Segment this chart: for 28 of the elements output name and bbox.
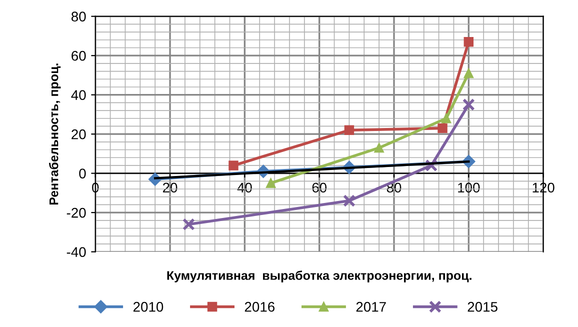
- legend-label: 2010: [133, 302, 164, 312]
- legend-label: 2017: [356, 302, 386, 312]
- legend-label: 2015: [468, 302, 498, 312]
- point: [266, 178, 276, 188]
- point: [441, 114, 452, 124]
- y-tick-label: 60: [72, 50, 86, 61]
- y-axis-title: Рентабельность, проц.: [48, 64, 61, 205]
- y-tick-label: -40: [66, 247, 86, 257]
- y-tick-label: 0: [79, 168, 86, 178]
- point: [374, 142, 384, 153]
- x-tick-label: 100: [458, 182, 480, 193]
- legend-label: 2016: [244, 302, 275, 312]
- point: [464, 68, 474, 78]
- x-tick-label: 40: [237, 182, 252, 193]
- point: [228, 160, 238, 170]
- point: [342, 194, 356, 208]
- x-tick-label: 60: [312, 182, 327, 193]
- point: [182, 218, 195, 231]
- x-tick-label: 20: [163, 182, 178, 193]
- point: [464, 36, 474, 47]
- y-tick-label: 40: [71, 90, 86, 100]
- y-tick-label: 20: [72, 129, 86, 140]
- y-tick-label: -20: [66, 208, 86, 218]
- y-tick-label: 80: [72, 12, 86, 22]
- point: [462, 98, 475, 111]
- point: [344, 125, 354, 136]
- x-axis-title: Кумулятивная выработка электроэнергии, проц.: [167, 270, 472, 282]
- point: [438, 123, 448, 134]
